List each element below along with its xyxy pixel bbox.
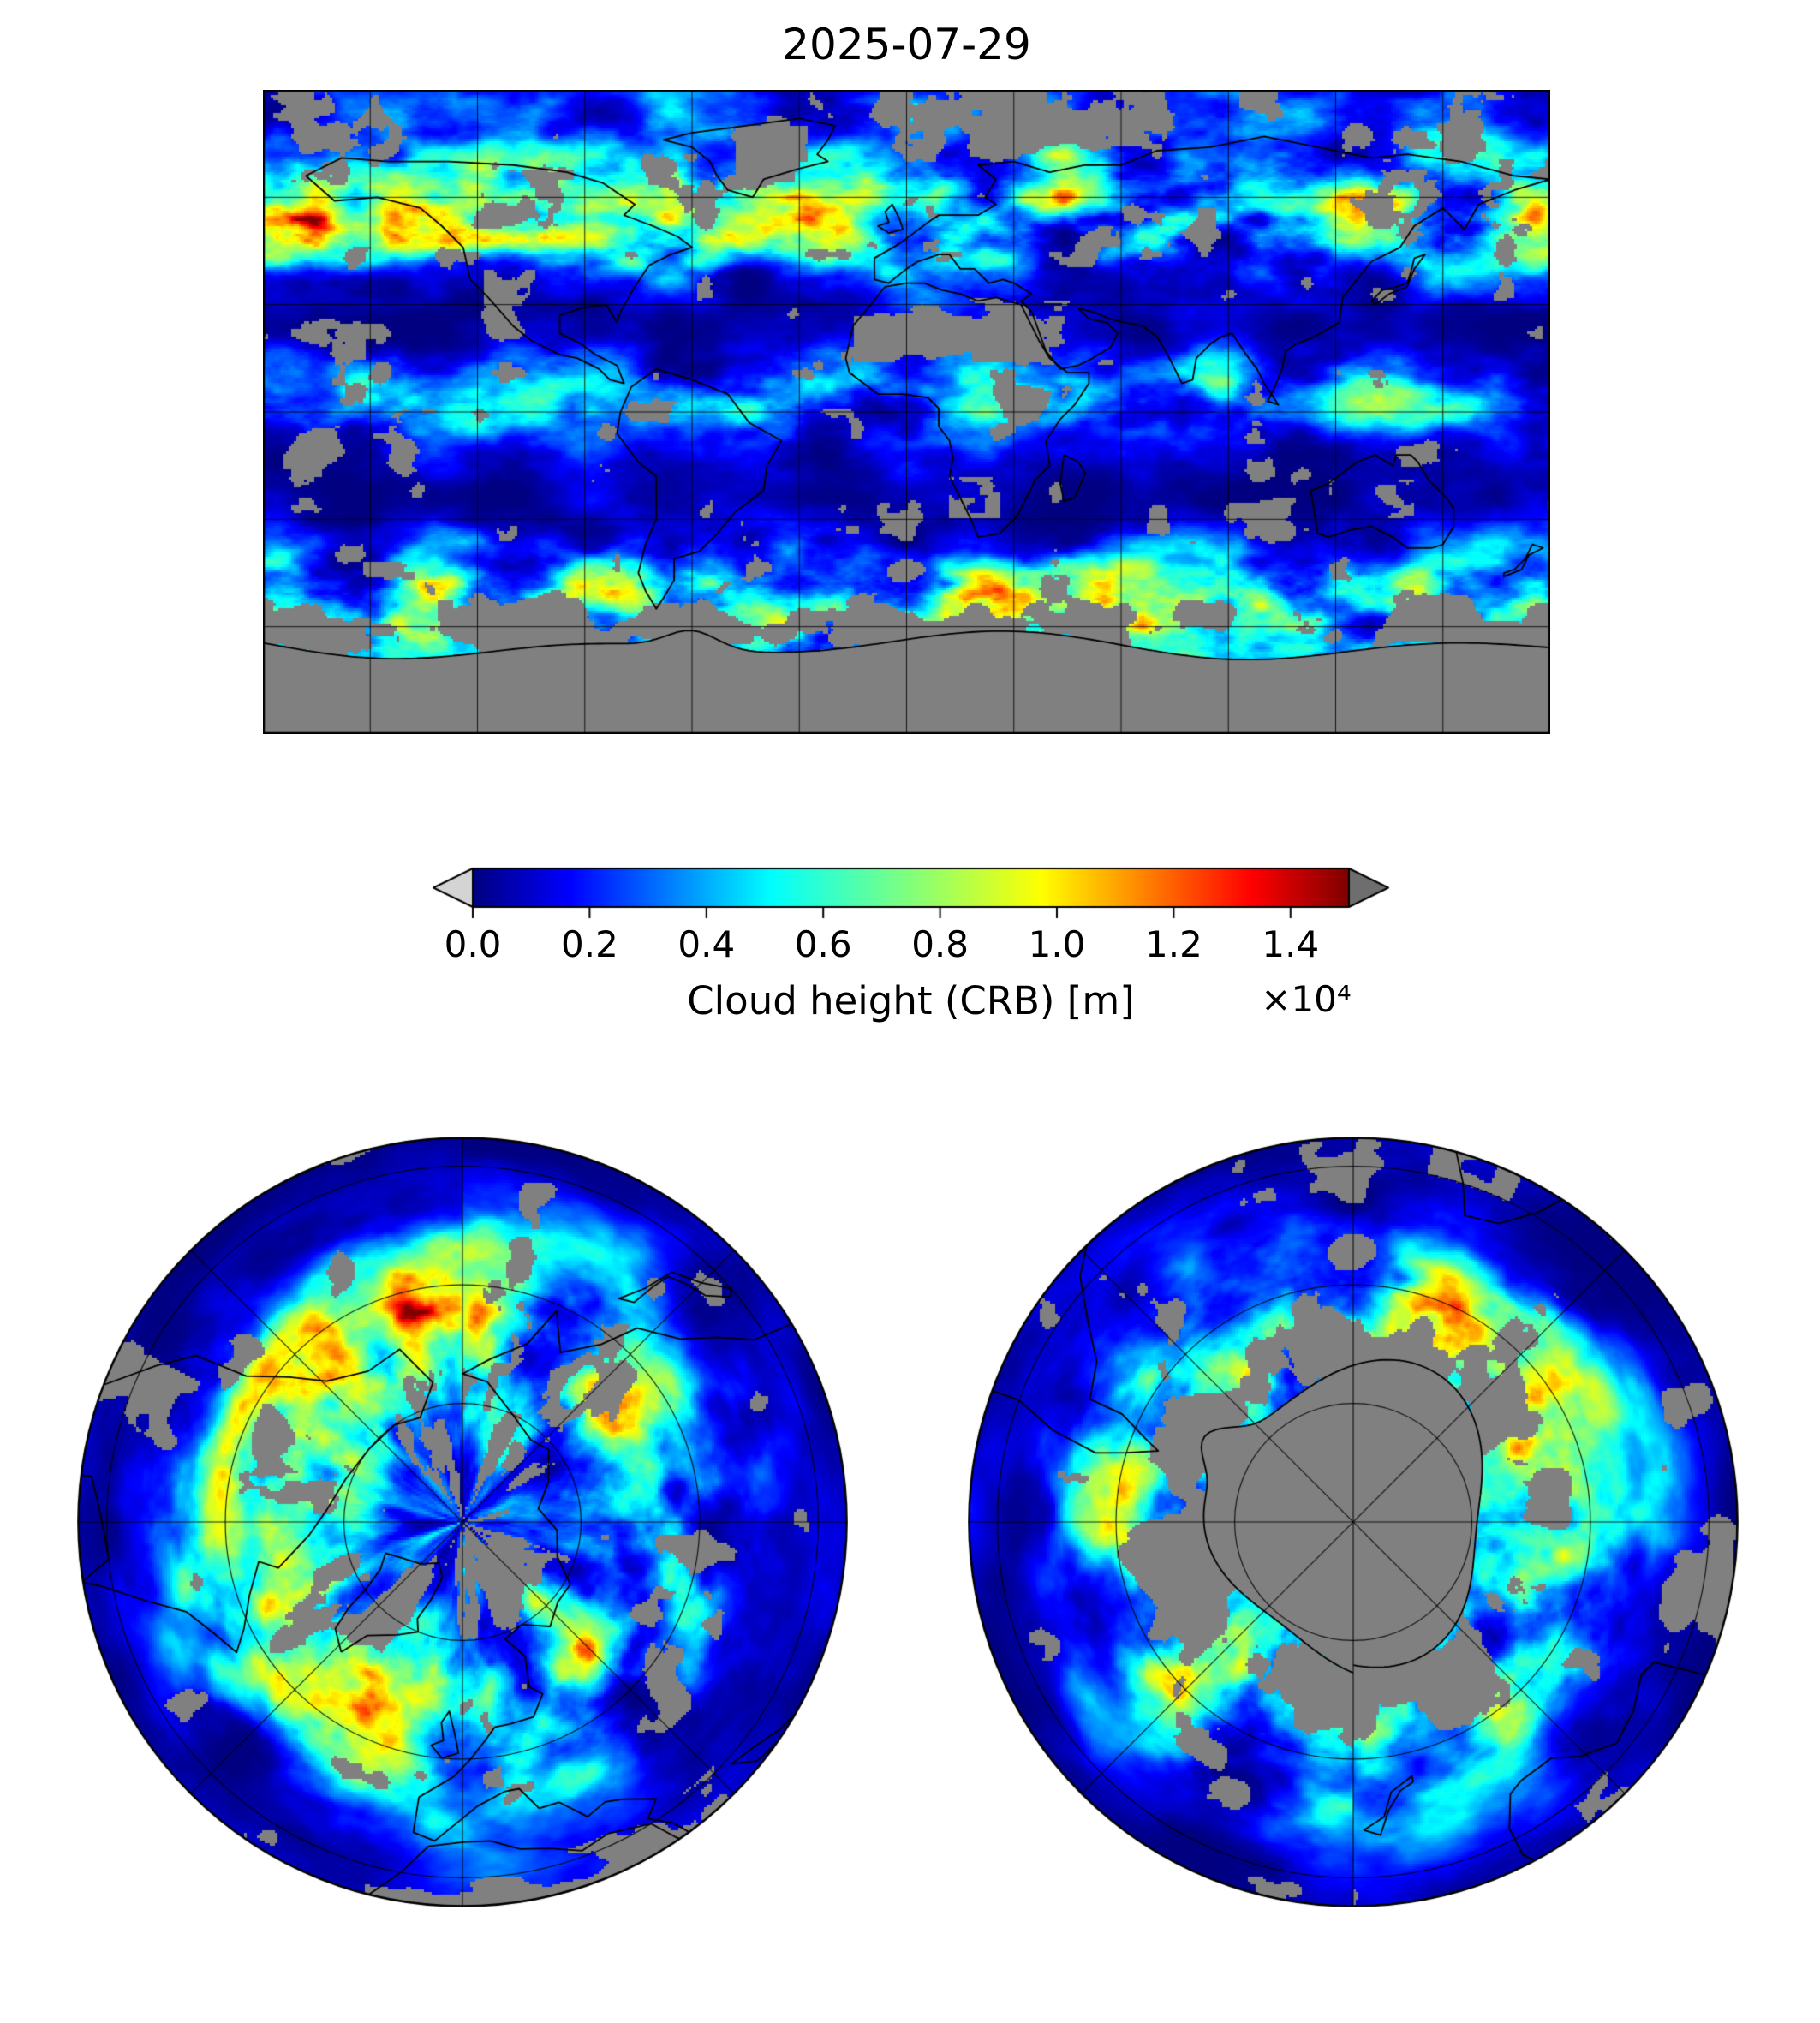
colorbar	[428, 861, 1396, 929]
colorbar-tick-label: 0.0	[444, 923, 502, 965]
colorbar-tick-label: 0.6	[794, 923, 852, 965]
colorbar-tick-label: 0.2	[560, 923, 618, 965]
colorbar-offset-label: ×10⁴	[1261, 978, 1352, 1020]
north-polar-map-panel	[77, 1137, 848, 1907]
south-polar-map-panel	[968, 1137, 1739, 1907]
colorbar-tick-label: 0.4	[677, 923, 736, 965]
colorbar-label: Cloud height (CRB) [m]	[687, 978, 1135, 1023]
colorbar-tick-label: 1.4	[1262, 923, 1320, 965]
global-map-panel	[263, 90, 1550, 734]
date-title: 2025-07-29	[782, 20, 1031, 69]
colorbar-tick-label: 0.8	[911, 923, 969, 965]
colorbar-tick-label: 1.2	[1144, 923, 1202, 965]
colorbar-tick-label: 1.0	[1028, 923, 1086, 965]
